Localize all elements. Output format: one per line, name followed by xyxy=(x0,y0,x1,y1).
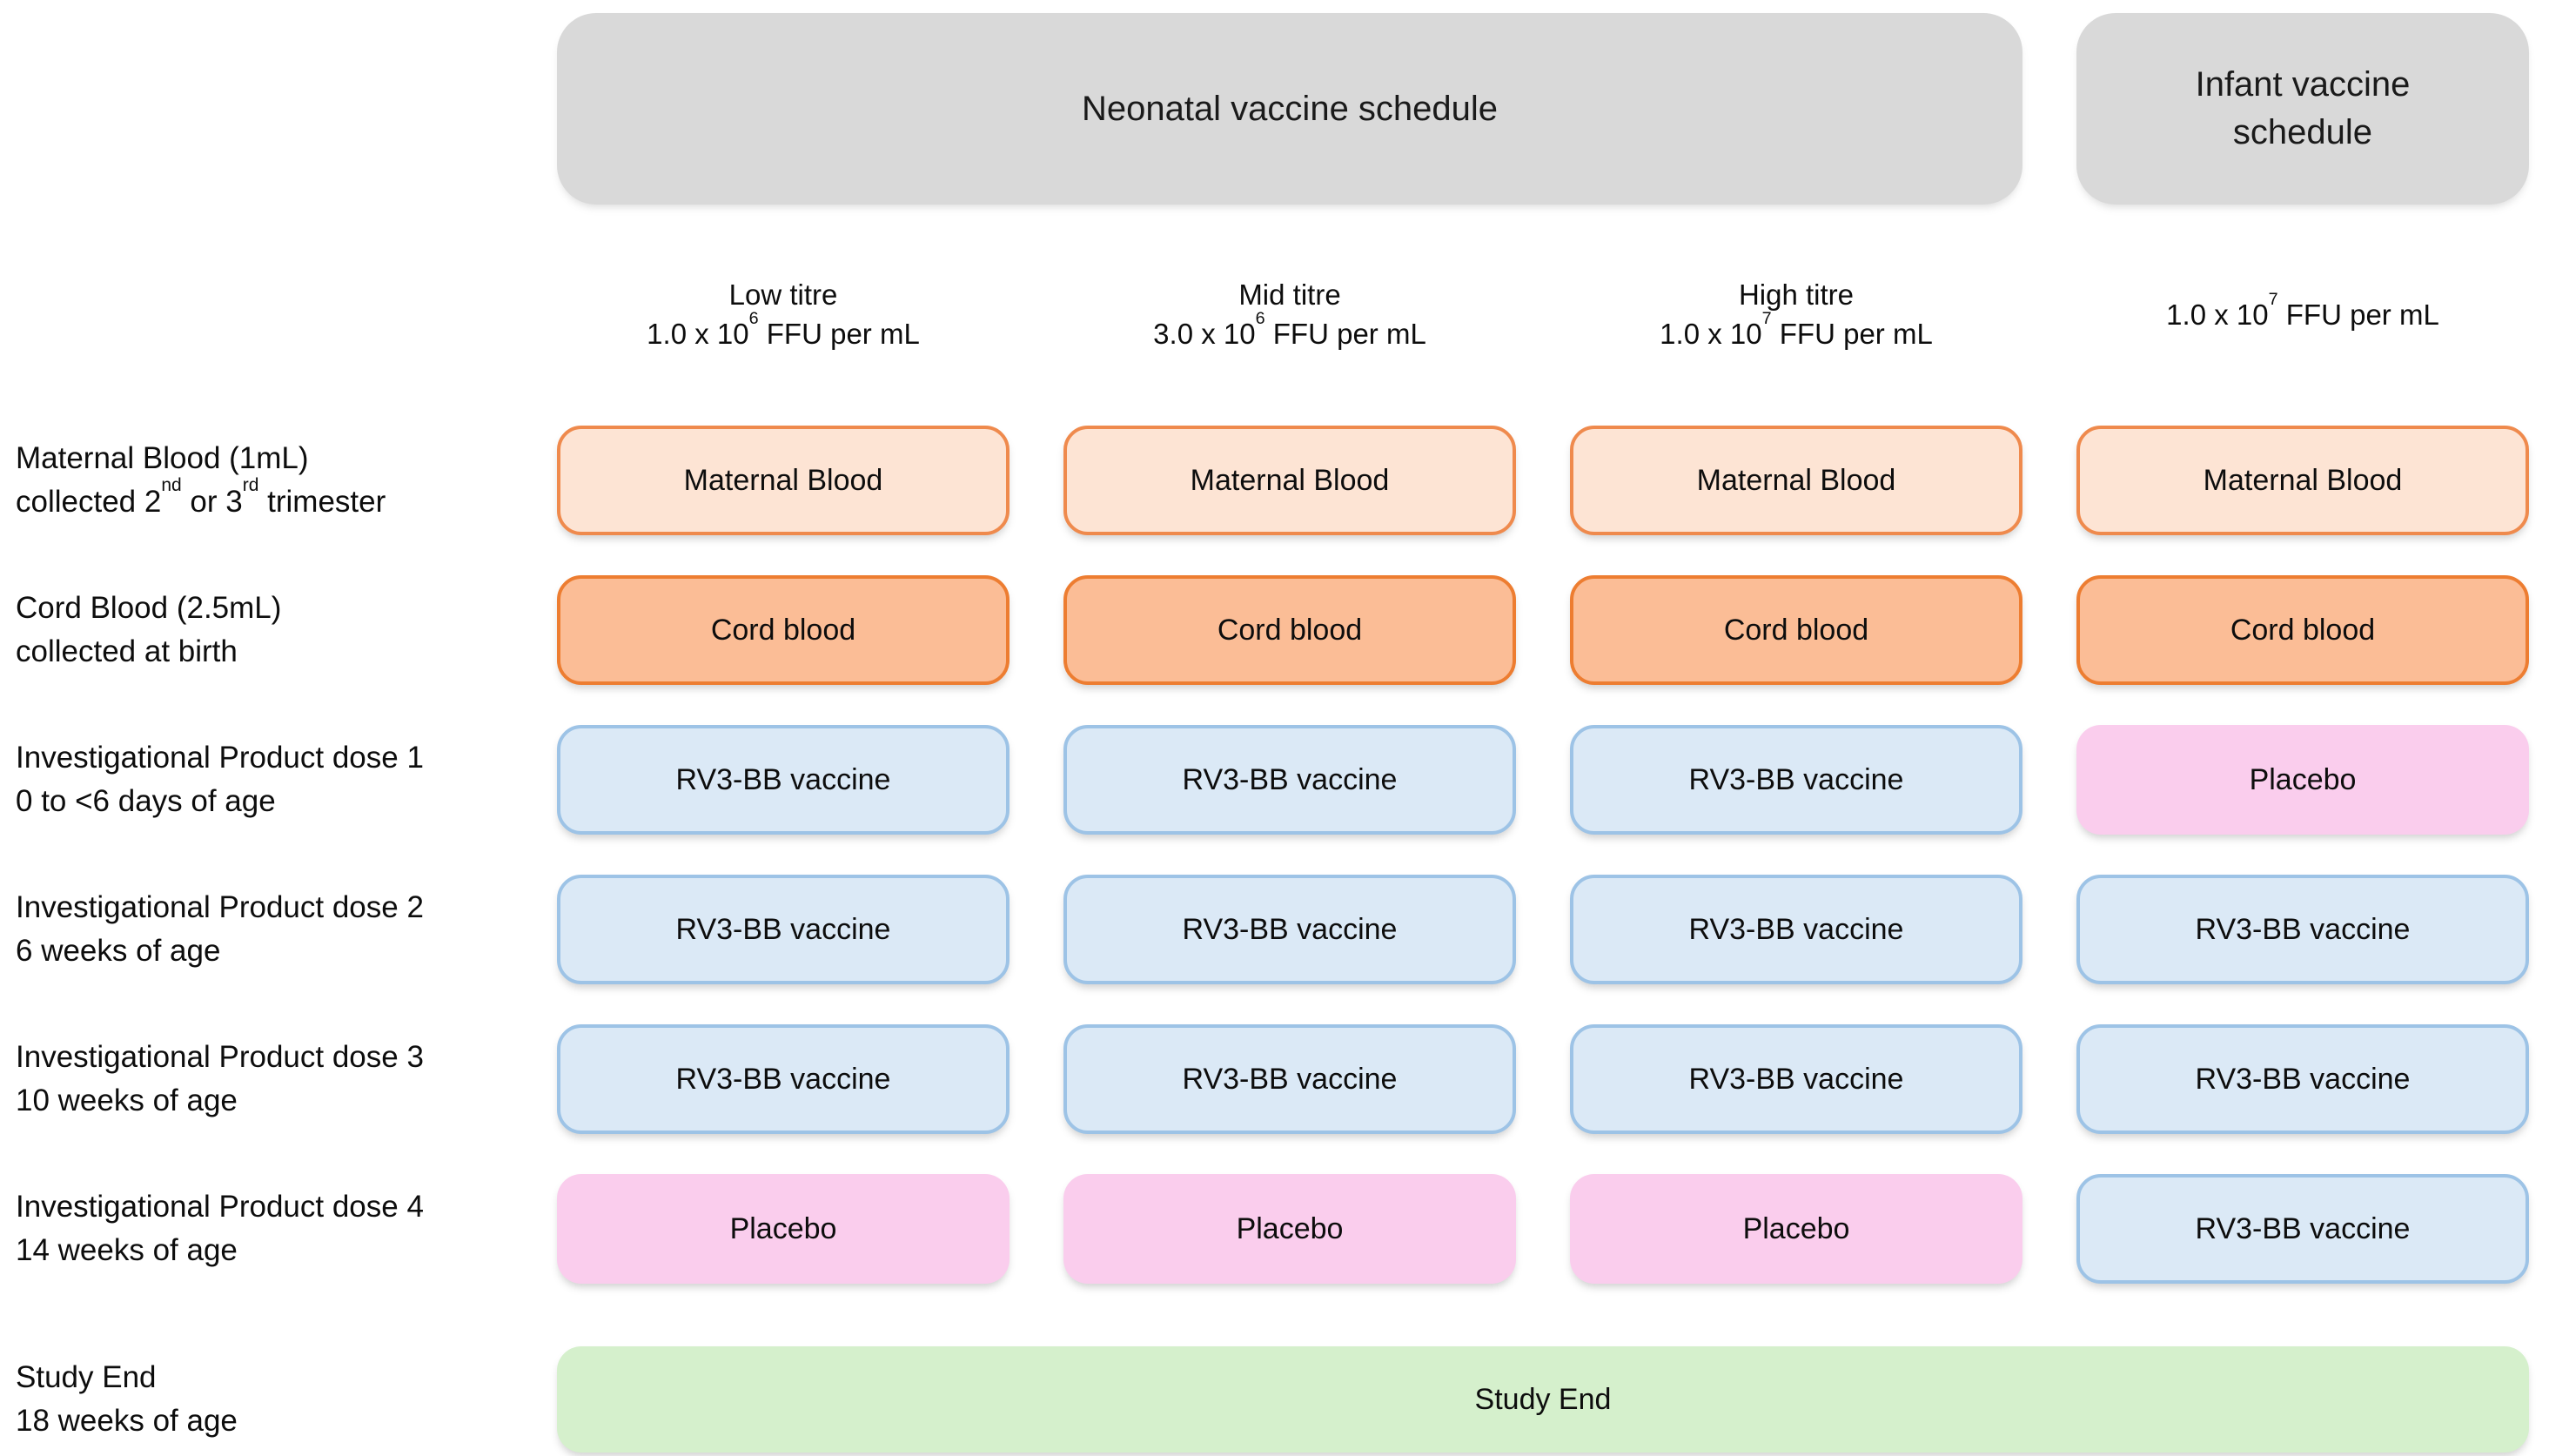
ordinal-suffix: nd xyxy=(161,474,182,495)
cell-cord-blood: Cord blood xyxy=(557,575,1010,685)
row-label: Investigational Product dose 3 10 weeks … xyxy=(0,1024,557,1134)
cell-dose1-mid: RV3-BB vaccine xyxy=(1063,725,1516,835)
row-ip-dose-4: Investigational Product dose 4 14 weeks … xyxy=(0,1174,2549,1284)
row-label: Investigational Product dose 1 0 to <6 d… xyxy=(0,725,557,835)
row-study-end: Study End 18 weeks of age Study End xyxy=(0,1346,2549,1453)
cell-dose2-high: RV3-BB vaccine xyxy=(1570,875,2022,984)
row-ip-dose-3: Investigational Product dose 3 10 weeks … xyxy=(0,1024,2549,1134)
column-titre-high: High titre 1.0 x 107 FFU per mL xyxy=(1570,262,2022,366)
cell-dose4-low: Placebo xyxy=(557,1174,1010,1284)
titre-dose: 1.0 x 106 FFU per mL xyxy=(647,309,920,350)
cell-maternal-blood: Maternal Blood xyxy=(2076,426,2529,535)
cell-maternal-blood: Maternal Blood xyxy=(1063,426,1516,535)
row-label-line2: 0 to <6 days of age xyxy=(16,784,276,818)
row-maternal-blood: Maternal Blood (1mL) collected 2nd or 3r… xyxy=(0,426,2549,535)
row-label: Study End 18 weeks of age xyxy=(0,1346,557,1453)
exponent: 6 xyxy=(748,309,759,329)
row-label-line1: Investigational Product dose 4 xyxy=(16,1190,424,1224)
exponent: 7 xyxy=(1761,309,1772,329)
schedule-header-row: Neonatal vaccine schedule Infant vaccine… xyxy=(0,13,2549,205)
titre-dose: 3.0 x 106 FFU per mL xyxy=(1153,309,1426,350)
cell-maternal-blood: Maternal Blood xyxy=(1570,426,2022,535)
ordinal-suffix: rd xyxy=(242,474,259,495)
row-label-line2: collected at birth xyxy=(16,634,238,668)
cell-dose2-infant: RV3-BB vaccine xyxy=(2076,875,2529,984)
cell-dose2-low: RV3-BB vaccine xyxy=(557,875,1010,984)
exponent: 7 xyxy=(2268,289,2278,309)
titre-name: Low titre xyxy=(728,278,838,311)
row-cord-blood: Cord Blood (2.5mL) collected at birth Co… xyxy=(0,575,2549,685)
header-row-spacer xyxy=(0,13,557,205)
titre-name: High titre xyxy=(1738,278,1855,311)
cell-dose4-mid: Placebo xyxy=(1063,1174,1516,1284)
cell-dose1-high: RV3-BB vaccine xyxy=(1570,725,2022,835)
cell-cord-blood: Cord blood xyxy=(1570,575,2022,685)
cell-dose1-low: RV3-BB vaccine xyxy=(557,725,1010,835)
row-label-line2: collected 2nd or 3rd trimester xyxy=(16,474,386,519)
cell-dose2-mid: RV3-BB vaccine xyxy=(1063,875,1516,984)
cell-dose4-infant: RV3-BB vaccine xyxy=(2076,1174,2529,1284)
row-label-line1: Cord Blood (2.5mL) xyxy=(16,591,282,625)
cell-maternal-blood: Maternal Blood xyxy=(557,426,1010,535)
cell-dose3-high: RV3-BB vaccine xyxy=(1570,1024,2022,1134)
row-label-line2: 18 weeks of age xyxy=(16,1404,238,1438)
row-label: Maternal Blood (1mL) collected 2nd or 3r… xyxy=(0,426,557,535)
row-label-line1: Investigational Product dose 3 xyxy=(16,1040,424,1074)
row-ip-dose-1: Investigational Product dose 1 0 to <6 d… xyxy=(0,725,2549,835)
row-label: Cord Blood (2.5mL) collected at birth xyxy=(0,575,557,685)
cell-cord-blood: Cord blood xyxy=(2076,575,2529,685)
row-label: Investigational Product dose 4 14 weeks … xyxy=(0,1174,557,1284)
infant-header-line2: schedule xyxy=(2232,113,2373,151)
study-end-bar: Study End xyxy=(557,1346,2529,1453)
column-titre-infant: 1.0 x 107 FFU per mL xyxy=(2076,262,2529,366)
row-label-line2: 6 weeks of age xyxy=(16,934,221,968)
cell-dose3-infant: RV3-BB vaccine xyxy=(2076,1024,2529,1134)
row-label-line1: Study End xyxy=(16,1360,157,1394)
exponent: 6 xyxy=(1255,309,1265,329)
row-label-line2: 10 weeks of age xyxy=(16,1084,238,1117)
neonatal-schedule-header: Neonatal vaccine schedule xyxy=(557,13,2022,205)
cell-cord-blood: Cord blood xyxy=(1063,575,1516,685)
row-label-line1: Maternal Blood (1mL) xyxy=(16,441,309,475)
cell-dose4-high: Placebo xyxy=(1570,1174,2022,1284)
row-label-line2: 14 weeks of age xyxy=(16,1233,238,1267)
titre-row-spacer xyxy=(0,262,557,366)
titre-name: Mid titre xyxy=(1238,278,1341,311)
titre-dose: 1.0 x 107 FFU per mL xyxy=(1660,309,1933,350)
infant-header-line1: Infant vaccine xyxy=(2195,65,2411,104)
row-label-line1: Investigational Product dose 1 xyxy=(16,741,424,775)
column-titre-low: Low titre 1.0 x 106 FFU per mL xyxy=(557,262,1010,366)
row-ip-dose-2: Investigational Product dose 2 6 weeks o… xyxy=(0,875,2549,984)
column-titre-mid: Mid titre 3.0 x 106 FFU per mL xyxy=(1063,262,1516,366)
cell-dose3-mid: RV3-BB vaccine xyxy=(1063,1024,1516,1134)
titre-label-row: Low titre 1.0 x 106 FFU per mL Mid titre… xyxy=(0,262,2549,366)
cell-dose1-infant: Placebo xyxy=(2076,725,2529,835)
cell-dose3-low: RV3-BB vaccine xyxy=(557,1024,1010,1134)
row-label: Investigational Product dose 2 6 weeks o… xyxy=(0,875,557,984)
titre-dose: 1.0 x 107 FFU per mL xyxy=(2166,289,2439,331)
infant-schedule-header: Infant vaccine schedule xyxy=(2076,13,2529,205)
row-label-line1: Investigational Product dose 2 xyxy=(16,890,424,924)
